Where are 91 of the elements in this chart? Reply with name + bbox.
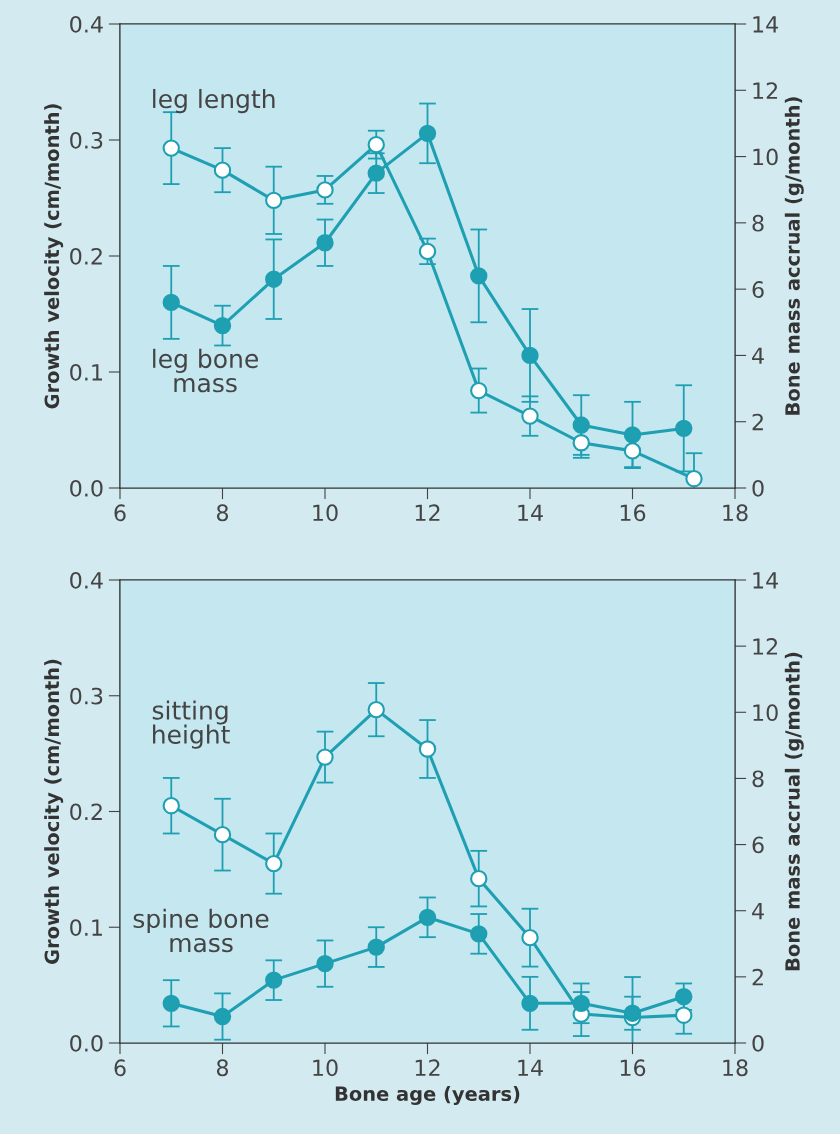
x-tick-label: 6: [114, 1059, 126, 1077]
y2-tick-label: 8: [752, 770, 764, 788]
x-tick-label: 6: [114, 504, 126, 522]
x-tick-label: 8: [216, 1059, 229, 1077]
point: [265, 971, 283, 989]
point: [675, 988, 693, 1006]
x-axis-title: Bone age (years): [335, 1086, 520, 1105]
y2-tick-label: 12: [753, 638, 778, 655]
y-tick-label: 0.4: [70, 571, 103, 589]
point: [265, 191, 283, 209]
point: [623, 426, 642, 444]
point: [675, 419, 693, 438]
x-tick-label: 18: [723, 504, 748, 522]
point: [265, 854, 283, 873]
point: [316, 181, 334, 199]
point: [418, 242, 437, 261]
y-tick-label: 0.0: [70, 479, 103, 497]
x-tick-label: 8: [216, 504, 229, 522]
series-label: leg bone mass: [153, 348, 258, 393]
y2-tick-label: 0: [752, 1034, 764, 1052]
point: [316, 954, 334, 973]
x-tick-label: 16: [620, 1059, 646, 1077]
y-tick-label: 0.1: [70, 363, 102, 381]
y-tick-label: 0.2: [70, 247, 102, 265]
point: [316, 748, 334, 766]
point: [162, 139, 180, 157]
series-label: spine bone mass: [133, 908, 269, 953]
y2-tick-label: 14: [753, 16, 778, 33]
y2-tick-label: 6: [752, 281, 764, 298]
point: [572, 416, 590, 434]
x-tick-label: 10: [313, 504, 338, 522]
point: [162, 293, 180, 312]
x-tick-label: 18: [723, 1059, 748, 1077]
x-tick-label: 16: [620, 504, 646, 522]
y2-axis-title: Bone mass accrual (g/month): [784, 652, 804, 971]
x-tick-label: 12: [415, 1059, 440, 1076]
y-tick-label: 0.3: [70, 687, 103, 705]
point: [213, 825, 232, 844]
point: [418, 908, 437, 927]
point: [213, 161, 232, 179]
point: [521, 994, 539, 1012]
y2-tick-label: 2: [752, 968, 763, 986]
point: [418, 740, 437, 758]
y2-tick-label: 14: [753, 572, 778, 589]
point: [572, 434, 590, 452]
point: [367, 135, 385, 154]
y2-tick-label: 6: [752, 836, 764, 854]
y-tick-label: 0.2: [70, 803, 102, 821]
point: [265, 270, 283, 288]
y-tick-label: 0.3: [70, 131, 103, 149]
point: [316, 234, 334, 252]
y2-tick-label: 12: [753, 82, 778, 99]
y-tick-label: 0.4: [70, 15, 103, 33]
point: [521, 928, 539, 947]
y2-axis-title: Bone mass accrual (g/month): [784, 97, 804, 415]
point: [623, 1004, 642, 1022]
point: [162, 994, 180, 1012]
point: [367, 164, 385, 182]
text: sitting height: [152, 700, 230, 749]
y2-tick-label: 10: [753, 148, 778, 166]
point: [572, 994, 590, 1012]
point: [162, 797, 180, 815]
point: [367, 938, 385, 956]
series-label: leg length: [153, 88, 275, 114]
point: [213, 316, 232, 335]
y2-tick-label: 4: [752, 902, 764, 920]
point: [213, 1007, 232, 1026]
point: [521, 346, 539, 365]
y-tick-label: 0.0: [70, 1034, 103, 1052]
point: [367, 700, 385, 719]
point: [470, 925, 488, 943]
y-axis-title: Growth velocity (cm/month): [44, 104, 64, 409]
y2-tick-label: 8: [752, 214, 764, 232]
point: [470, 267, 488, 285]
y-tick-label: 0.1: [70, 919, 102, 937]
point: [470, 381, 488, 400]
point: [685, 470, 703, 488]
x-tick-label: 12: [415, 504, 440, 521]
y2-tick-label: 0: [752, 479, 764, 497]
x-tick-label: 10: [313, 1059, 338, 1077]
y2-tick-label: 4: [752, 347, 764, 364]
point: [623, 442, 642, 460]
x-tick-label: 14: [518, 1059, 543, 1076]
point: [470, 869, 488, 888]
point: [675, 1006, 693, 1024]
y2-tick-label: 2: [752, 413, 763, 431]
y-axis-title: Growth velocity (cm/month): [44, 659, 64, 964]
point: [418, 124, 437, 143]
point: [521, 407, 539, 425]
x-tick-label: 14: [518, 504, 543, 521]
y2-tick-label: 10: [753, 704, 778, 722]
